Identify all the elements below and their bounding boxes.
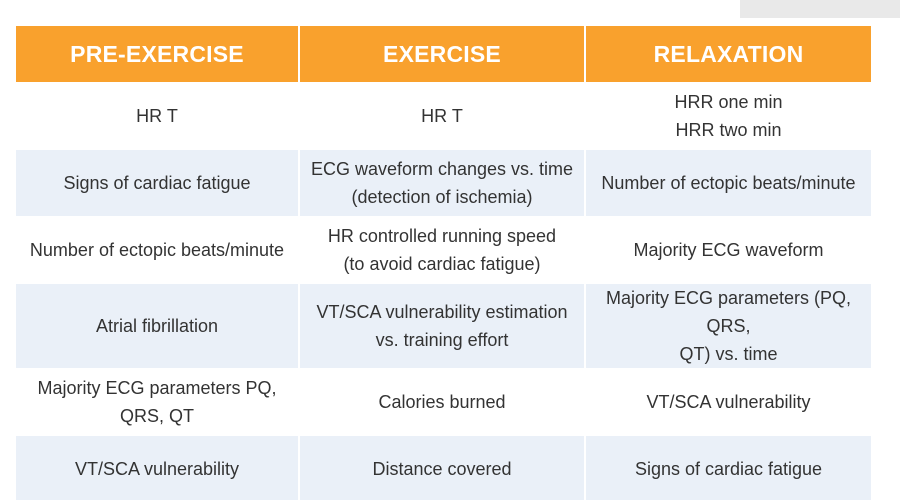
cell-line: HR controlled running speed — [327, 226, 557, 246]
table-cell: VT/SCA vulnerability — [16, 435, 300, 500]
table-row: Signs of cardiac fatigue ECG waveform ch… — [16, 149, 871, 216]
table-cell: Signs of cardiac fatigue — [16, 149, 300, 216]
table-cell: HR T — [300, 82, 586, 149]
header-exercise: EXERCISE — [300, 26, 586, 82]
cell-line: ECG waveform changes vs. time — [310, 159, 574, 179]
cell-line: Number of ectopic beats/minute — [601, 173, 856, 193]
cell-line: Signs of cardiac fatigue — [634, 459, 823, 479]
cell-line: Number of ectopic beats/minute — [29, 240, 285, 260]
table-cell: ECG waveform changes vs. time (detection … — [300, 149, 586, 216]
table-row: Majority ECG parameters PQ, QRS, QT Calo… — [16, 368, 871, 435]
table-cell: Number of ectopic beats/minute — [586, 149, 871, 216]
table-cell: Majority ECG parameters PQ, QRS, QT — [16, 368, 300, 435]
cell-line: HRR one min — [674, 92, 783, 112]
table-cell: Distance covered — [300, 435, 586, 500]
table-cell: Number of ectopic beats/minute — [16, 216, 300, 283]
cell-line: Majority ECG parameters (PQ, QRS, — [605, 288, 852, 336]
corner-tab — [740, 0, 900, 18]
table-cell: VT/SCA vulnerability — [586, 368, 871, 435]
cell-line: QT) vs. time — [679, 344, 778, 364]
table-row: VT/SCA vulnerability Distance covered Si… — [16, 435, 871, 500]
table-cell: VT/SCA vulnerability estimation vs. train… — [300, 283, 586, 368]
cell-line: HRR two min — [675, 120, 782, 140]
cell-line: HR T — [136, 106, 178, 126]
cell-line: VT/SCA vulnerability estimation — [316, 302, 568, 322]
table-cell: HRR one min HRR two min — [586, 82, 871, 149]
cell-line: (detection of ischemia) — [351, 187, 533, 207]
table-cell: HR T — [16, 82, 300, 149]
cell-line: (to avoid cardiac fatigue) — [343, 254, 541, 274]
table-cell: Calories burned — [300, 368, 586, 435]
table-cell: Majority ECG parameters (PQ, QRS, QT) vs.… — [586, 283, 871, 368]
header-relaxation: RELAXATION — [586, 26, 871, 82]
table-cell: Majority ECG waveform — [586, 216, 871, 283]
table-cell: HR controlled running speed (to avoid car… — [300, 216, 586, 283]
table-row: Atrial fibrillation VT/SCA vulnerability… — [16, 283, 871, 368]
cell-line: Distance covered — [372, 459, 512, 479]
cell-line: Majority ECG waveform — [633, 240, 824, 260]
table-row: Number of ectopic beats/minute HR contro… — [16, 216, 871, 283]
cell-line: vs. training effort — [375, 330, 509, 350]
cell-line: Majority ECG parameters PQ, QRS, QT — [37, 378, 277, 426]
cell-line: Atrial fibrillation — [95, 316, 219, 336]
phase-metrics-table: PRE-EXERCISE EXERCISE RELAXATION HR T HR… — [16, 26, 871, 500]
table-row: HR T HR T HRR one min HRR two min — [16, 82, 871, 149]
cell-line: VT/SCA vulnerability — [646, 392, 811, 412]
cell-line: Signs of cardiac fatigue — [63, 173, 251, 193]
cell-line: VT/SCA vulnerability — [74, 459, 240, 479]
table-cell: Atrial fibrillation — [16, 283, 300, 368]
header-pre-exercise: PRE-EXERCISE — [16, 26, 300, 82]
table-cell: Signs of cardiac fatigue — [586, 435, 871, 500]
cell-line: Calories burned — [378, 392, 506, 412]
header-row: PRE-EXERCISE EXERCISE RELAXATION — [16, 26, 871, 82]
cell-line: HR T — [421, 106, 463, 126]
